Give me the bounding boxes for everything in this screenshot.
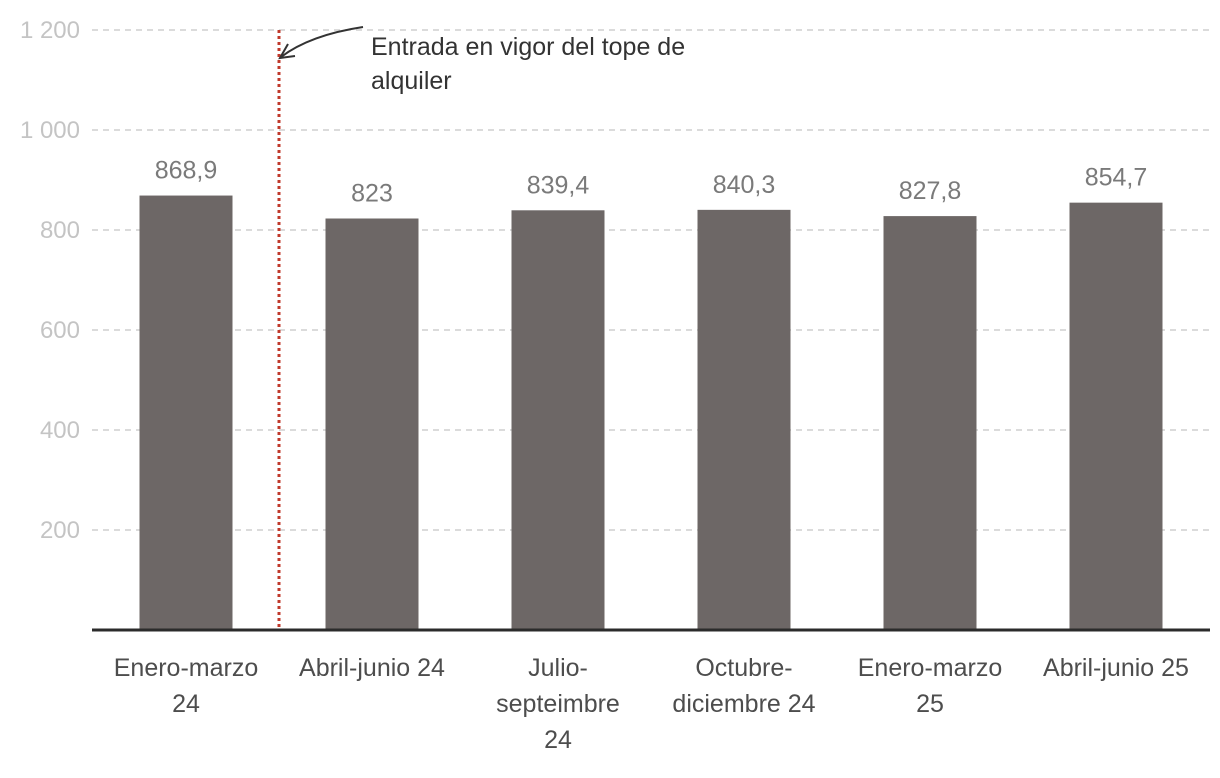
gridlines xyxy=(92,29,1210,531)
category-label: Octubre-diciembre 24 xyxy=(672,654,815,718)
annotation-text-line: alquiler xyxy=(371,67,452,95)
category-label: Enero-marzo 24 xyxy=(114,654,259,718)
annotation-text-line: Entrada en vigor del tope de xyxy=(371,33,685,61)
y-tick-label: 1 000 xyxy=(20,117,80,144)
bar xyxy=(325,218,419,630)
y-tick-label: 400 xyxy=(40,417,80,444)
bar-value-label: 840,3 xyxy=(713,171,776,199)
category-label: Abril-junio 25 xyxy=(1043,654,1189,682)
bar-value-label: 868,9 xyxy=(155,157,218,185)
bar-value-label: 823 xyxy=(351,180,393,208)
annotation-text: Entrada en vigor del tope de alquiler xyxy=(371,33,685,95)
y-tick-label: 800 xyxy=(40,217,80,244)
y-tick-label: 600 xyxy=(40,317,80,344)
category-label: Enero-marzo 25 xyxy=(858,654,1003,718)
y-tick-label: 1 200 xyxy=(20,17,80,44)
category-label-line: Abril-junio 24 xyxy=(299,654,445,682)
category-label: Abril-junio 24 xyxy=(299,654,445,682)
bar-value-label: 827,8 xyxy=(899,177,962,205)
category-label: Julio-septeimbre 24 xyxy=(496,654,620,754)
y-tick-label: 200 xyxy=(40,517,80,544)
category-label-line: Julio- xyxy=(528,654,588,682)
bar-value-label: 854,7 xyxy=(1085,164,1148,192)
category-label-line: 24 xyxy=(544,726,572,754)
annotation-arrowhead xyxy=(278,43,296,60)
bar xyxy=(883,216,977,630)
category-label-line: diciembre 24 xyxy=(672,690,815,718)
category-label-line: 24 xyxy=(172,690,200,718)
category-label-line: Enero-marzo xyxy=(858,654,1003,682)
category-label-line: Enero-marzo xyxy=(114,654,259,682)
bar-value-label: 839,4 xyxy=(527,171,590,199)
annotation-arrow xyxy=(280,26,364,58)
bar xyxy=(511,210,605,631)
annotation: Entrada en vigor del tope de alquiler xyxy=(277,26,685,630)
category-label-line: Octubre- xyxy=(695,654,792,682)
category-labels: Enero-marzo 24 Abril-junio 24 Julio-septeim… xyxy=(114,654,1189,754)
bar xyxy=(1069,202,1163,630)
bars xyxy=(139,195,1163,631)
bar xyxy=(697,209,791,630)
bar xyxy=(139,195,233,631)
category-label-line: Abril-junio 25 xyxy=(1043,654,1189,682)
y-axis-ticks: 200 400 600 800 1 000 1 200 xyxy=(20,17,80,544)
value-labels: 868,9 823 839,4 840,3 827,8 854,7 xyxy=(155,157,1148,208)
category-label-line: 25 xyxy=(916,690,944,718)
category-label-line: septeimbre xyxy=(496,690,620,718)
